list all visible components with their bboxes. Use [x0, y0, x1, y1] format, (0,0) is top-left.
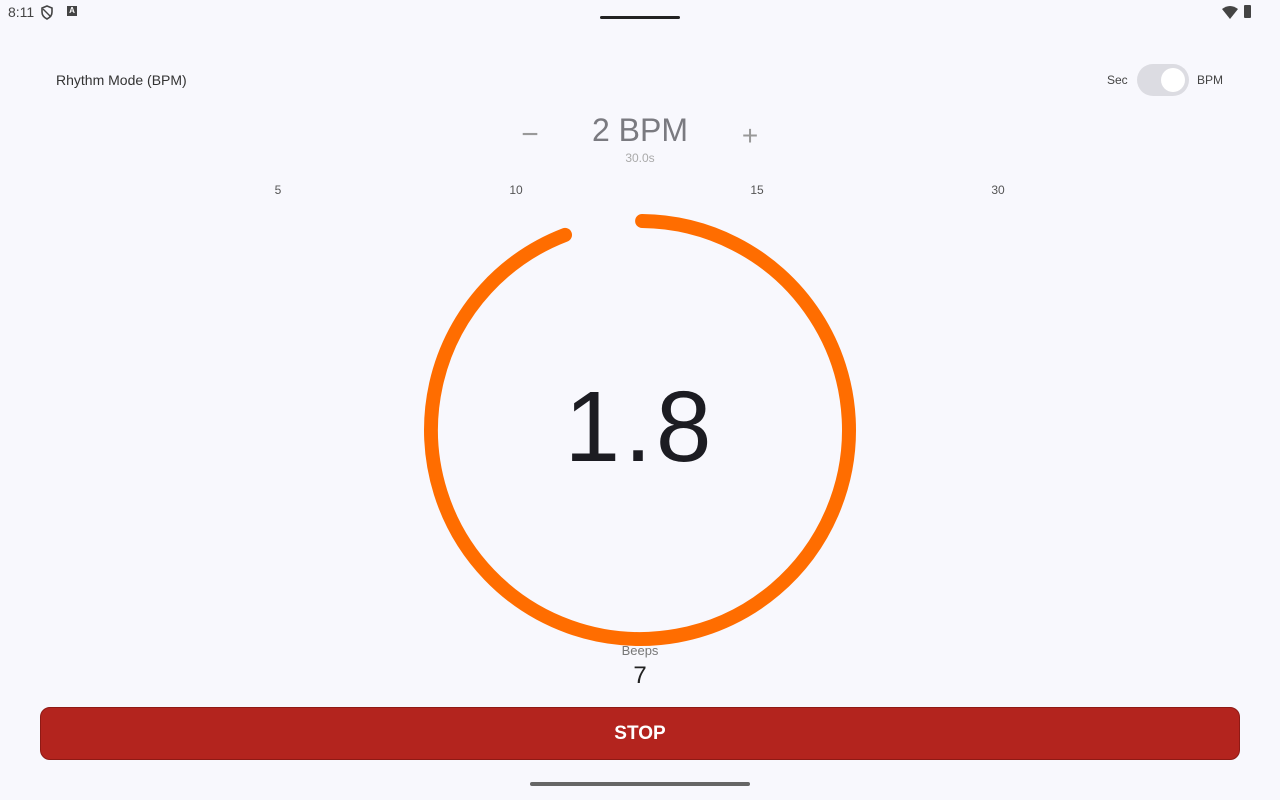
preset-10[interactable]: 10 [509, 183, 523, 197]
bpm-value: 2 BPM [591, 112, 689, 148]
mode-label: Rhythm Mode (BPM) [56, 72, 187, 88]
preset-5[interactable]: 5 [274, 183, 282, 197]
status-time: 8:11 [8, 4, 35, 20]
stop-button[interactable]: STOP [40, 707, 1240, 760]
wifi-icon [1222, 6, 1238, 19]
beeps-value: 7 [633, 662, 647, 689]
home-indicator [530, 782, 750, 786]
beeps-label: Beeps [621, 643, 659, 658]
preset-15[interactable]: 15 [750, 183, 764, 197]
sec-bpm-toggle[interactable] [1137, 64, 1189, 96]
toggle-bpm-label: BPM [1197, 73, 1224, 87]
bpm-seconds: 30.0s [625, 151, 655, 165]
countdown-value: 1.8 [564, 371, 716, 483]
toggle-sec-label: Sec [1107, 73, 1128, 87]
shield-icon [41, 5, 53, 20]
decrease-button[interactable]: − [521, 118, 539, 151]
progress-arc [424, 214, 856, 646]
battery-icon [1244, 5, 1251, 18]
top-handle [600, 16, 680, 19]
toggle-thumb [1161, 68, 1185, 92]
preset-30[interactable]: 30 [991, 183, 1005, 197]
increase-button[interactable]: + [741, 120, 759, 151]
a-icon: A [67, 6, 77, 16]
